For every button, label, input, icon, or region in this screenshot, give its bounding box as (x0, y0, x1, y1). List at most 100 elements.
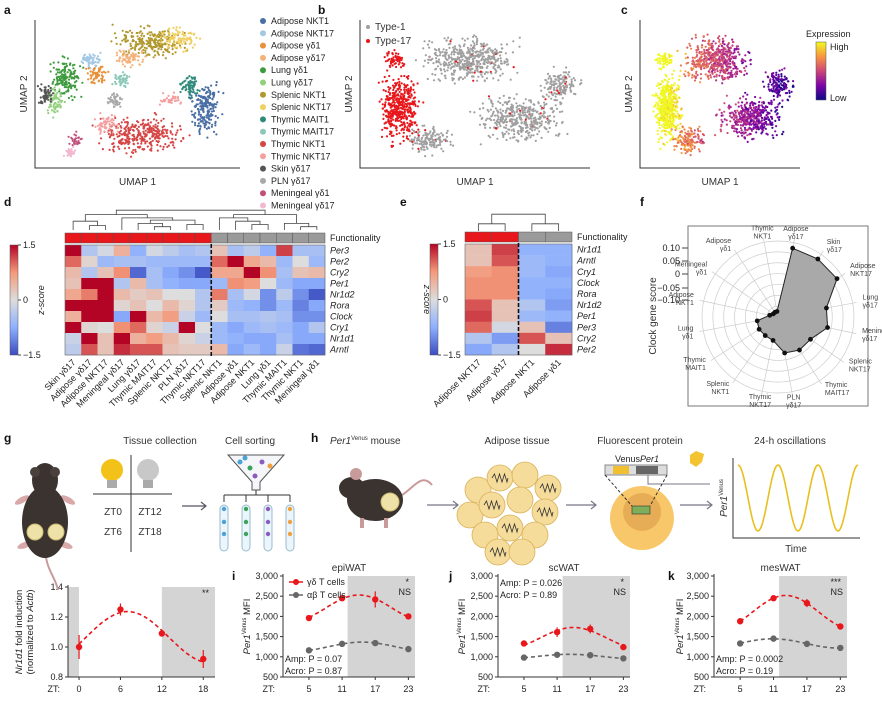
panel-label-g: g (4, 431, 11, 445)
umap-point (425, 146, 428, 149)
umap-point (386, 54, 389, 57)
umap-point (677, 78, 681, 81)
umap-point (215, 133, 218, 136)
umap-point (143, 135, 146, 138)
umap-point (134, 53, 137, 56)
legend-item: Lung γδ17 (271, 78, 313, 88)
umap-point (542, 95, 545, 99)
umap-point (389, 110, 392, 113)
umap-point (158, 30, 161, 34)
umap-point (771, 117, 774, 120)
umap-point (425, 135, 428, 138)
umap-point (117, 145, 120, 148)
umap-point (479, 51, 482, 54)
umap-point (127, 143, 130, 146)
umap-point (205, 103, 208, 106)
umap-point (165, 97, 169, 100)
umap-point (677, 85, 681, 89)
umap-point (39, 101, 43, 104)
umap-point (394, 52, 398, 55)
umap-point (126, 39, 129, 42)
umap-point (437, 58, 441, 61)
umap-point (131, 40, 134, 43)
umap-point (79, 65, 82, 68)
umap-point (530, 128, 533, 131)
umap-point (135, 127, 139, 130)
umap-point (704, 73, 707, 76)
umap-point (63, 78, 66, 81)
umap-point (728, 114, 732, 118)
umap-point (47, 88, 50, 92)
umap-point (64, 65, 67, 69)
umap-point (790, 90, 793, 93)
umap-point (179, 37, 182, 40)
umap-point (501, 72, 504, 75)
umap-point (720, 44, 724, 48)
umap-point (769, 121, 772, 124)
umap-point (395, 57, 398, 60)
umap-point (120, 143, 123, 146)
umap-point (389, 130, 392, 133)
umap-point (58, 82, 61, 85)
umap-point (528, 99, 531, 102)
umap-point (471, 67, 474, 70)
umap-point (61, 83, 64, 87)
umap-point (466, 60, 469, 63)
umap-point (388, 58, 391, 61)
umap-point (439, 143, 442, 147)
umap-point (425, 143, 428, 146)
umap-point (91, 73, 94, 76)
umap-point (144, 51, 147, 54)
umap-point (153, 41, 156, 44)
umap-point (496, 137, 499, 140)
umap-point (63, 68, 66, 71)
umap-point (710, 46, 713, 49)
umap-point (671, 97, 674, 100)
umap-point (491, 105, 494, 108)
umap-point (413, 136, 417, 139)
umap-point (746, 134, 749, 137)
umap-point (409, 119, 412, 122)
umap-point (680, 140, 683, 144)
umap-point (495, 120, 498, 123)
umap-point (519, 109, 522, 112)
umap-point (546, 72, 550, 75)
umap-point (384, 90, 387, 93)
umap-point (788, 95, 791, 98)
umap-point (400, 110, 403, 113)
umap-point (697, 135, 700, 138)
umap-point (401, 103, 404, 106)
umap-point (532, 119, 535, 123)
umap-point (129, 155, 133, 158)
umap-point (143, 132, 146, 135)
umap-point (550, 85, 553, 88)
umap-point (472, 54, 475, 58)
umap-point (140, 34, 143, 37)
umap-point (539, 104, 542, 108)
umap-point (758, 114, 761, 117)
umap-point (660, 117, 663, 120)
umap-point (127, 61, 130, 64)
umap-point (387, 90, 390, 94)
umap-point (157, 47, 160, 51)
umap-point (526, 123, 529, 126)
umap-point (155, 136, 158, 139)
umap-point (501, 103, 504, 106)
umap-point (673, 148, 676, 151)
umap-point (401, 107, 404, 110)
umap-point (137, 130, 140, 133)
umap-point (478, 54, 481, 57)
umap-point (414, 112, 417, 115)
umap-point (47, 85, 50, 88)
umap-point (545, 93, 548, 96)
umap-point (139, 134, 142, 137)
umap-point (151, 134, 154, 137)
umap-point (58, 90, 61, 93)
umap-point (391, 105, 394, 108)
umap-point (775, 83, 778, 86)
umap-point (469, 53, 472, 56)
umap-point (417, 138, 420, 141)
umap-point (402, 135, 405, 138)
umap-point (750, 129, 754, 132)
umap-point (550, 77, 553, 80)
